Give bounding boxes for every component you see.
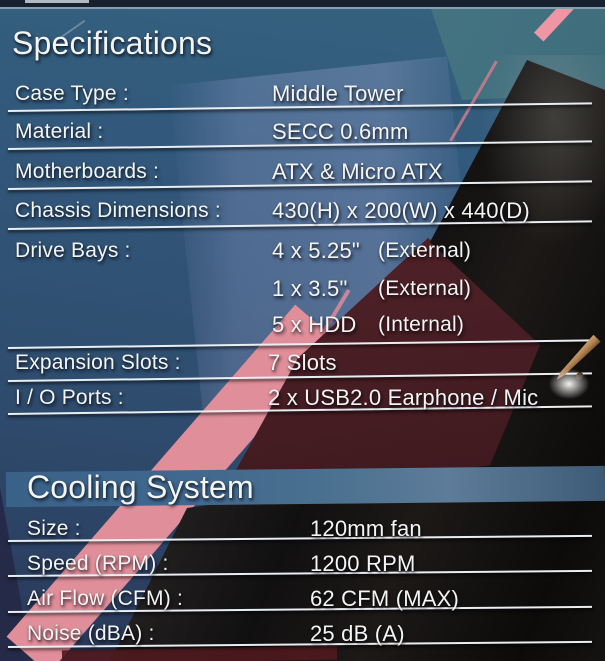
drive-bay-qty: 5 x HDD bbox=[272, 312, 357, 337]
noise-value: 25 dB (A) bbox=[310, 621, 405, 646]
material-value: SECC 0.6mm bbox=[272, 119, 409, 144]
motherboards-value: ATX & Micro ATX bbox=[272, 159, 443, 184]
chassis-dimensions-value: 430(H) x 200(W) x 440(D) bbox=[272, 198, 530, 223]
panel-top-edge bbox=[0, 0, 605, 9]
cooling-system-title: Cooling System bbox=[27, 469, 254, 505]
chassis-dimensions-label: Chassis Dimensions : bbox=[15, 199, 221, 222]
drive-bay-location: (External) bbox=[378, 277, 472, 300]
fan-speed-value: 1200 RPM bbox=[310, 551, 416, 576]
motherboards-label: Motherboards : bbox=[15, 160, 160, 183]
io-ports-label: I / O Ports : bbox=[15, 386, 124, 409]
drive-bay-qty: 4 x 5.25" bbox=[272, 238, 360, 263]
specifications-title: Specifications bbox=[12, 25, 213, 61]
noise-label: Noise (dBA) : bbox=[27, 622, 155, 645]
drive-bay-qty: 1 x 3.5" bbox=[272, 276, 348, 301]
expansion-slots-value: 7 Slots bbox=[268, 350, 337, 375]
pencil-glare-highlight bbox=[549, 369, 589, 399]
drive-bay-location: (Internal) bbox=[378, 313, 465, 336]
fan-size-label: Size : bbox=[27, 517, 81, 540]
drive-bays-label: Drive Bays : bbox=[15, 239, 131, 262]
case-type-label: Case Type : bbox=[15, 82, 129, 105]
box-edge-highlight bbox=[25, 0, 89, 3]
fan-speed-label: Speed (RPM) : bbox=[27, 552, 169, 575]
fan-size-value: 120mm fan bbox=[310, 516, 422, 541]
drive-bay-location: (External) bbox=[378, 239, 472, 262]
expansion-slots-label: Expansion Slots : bbox=[15, 351, 181, 374]
air-flow-label: Air Flow (CFM) : bbox=[27, 587, 184, 610]
air-flow-value: 62 CFM (MAX) bbox=[310, 586, 460, 611]
material-label: Material : bbox=[15, 120, 104, 143]
io-ports-value: 2 x USB2.0 Earphone / Mic bbox=[268, 385, 539, 410]
case-type-value: Middle Tower bbox=[272, 81, 404, 106]
glossy-glare-highlight bbox=[470, 55, 605, 265]
